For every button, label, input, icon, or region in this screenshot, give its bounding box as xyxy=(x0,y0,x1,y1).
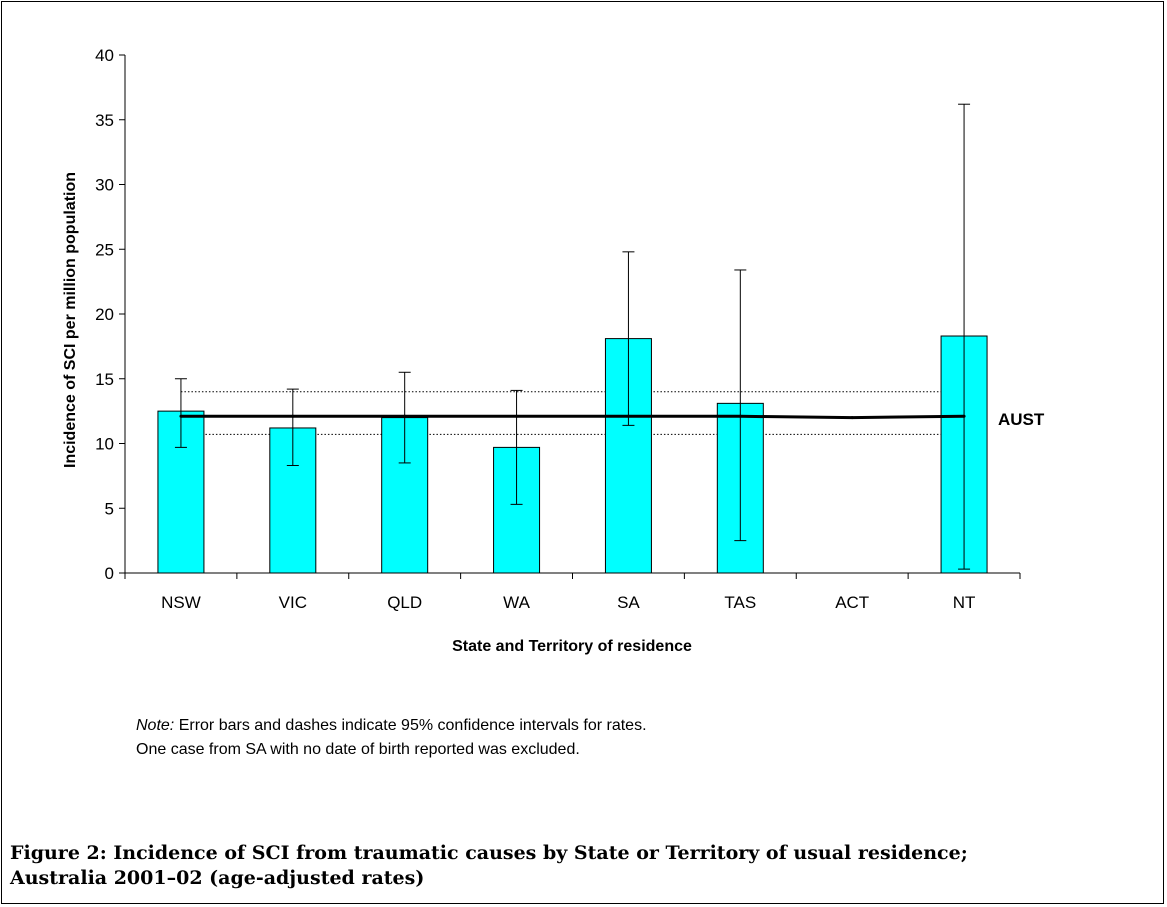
reference-line xyxy=(179,414,966,420)
note-label: Note: xyxy=(136,717,175,734)
x-tick-label-wa: WA xyxy=(503,593,530,612)
aust-point-qld xyxy=(403,414,407,418)
x-axis-title: State and Territory of residence xyxy=(452,638,692,655)
x-tick-label-vic: VIC xyxy=(279,593,307,612)
x-tick-label-qld: QLD xyxy=(387,593,422,612)
aust-point-act xyxy=(850,416,854,420)
caption-line-1: Figure 2: Incidence of SCI from traumati… xyxy=(10,842,968,864)
y-tick-label: 0 xyxy=(105,564,114,583)
figure-caption: Figure 2: Incidence of SCI from traumati… xyxy=(10,841,1150,891)
chart-note: Note: Error bars and dashes indicate 95%… xyxy=(136,714,647,762)
x-tick-label-nt: NT xyxy=(953,593,976,612)
x-tick-label-tas: TAS xyxy=(724,593,756,612)
chart-axes xyxy=(119,54,1021,579)
x-tick-label-sa: SA xyxy=(617,593,640,612)
bar-chart: 0 5 10 15 20 25 30 35 40 NSW VIC QLD WA SA TAS ACT NT In… xyxy=(62,46,1045,655)
y-tick-label: 20 xyxy=(95,305,114,324)
note-text-1: Error bars and dashes indicate 95% confi… xyxy=(178,717,647,734)
aust-reference-line xyxy=(180,414,965,420)
note-line-2: One case from SA with no date of birth r… xyxy=(136,741,580,758)
tick-labels: 0 5 10 15 20 25 30 35 40 NSW VIC QLD WA SA TAS ACT NT xyxy=(95,46,975,612)
y-tick-label: 40 xyxy=(95,46,114,65)
aust-point-sa xyxy=(626,414,630,418)
aust-point-wa xyxy=(515,414,519,418)
x-tick-label-nsw: NSW xyxy=(161,593,201,612)
caption-line-2: Australia 2001–02 (age-adjusted rates) xyxy=(10,867,425,889)
aust-point-vic xyxy=(291,414,295,418)
y-axis-title: Incidence of SCI per million population xyxy=(62,172,79,468)
aust-point-nt xyxy=(962,414,966,418)
aust-line-label: AUST xyxy=(998,410,1045,429)
y-tick-label: 30 xyxy=(95,176,114,195)
y-tick-label: 35 xyxy=(95,111,114,130)
x-tick-label-act: ACT xyxy=(835,593,869,612)
y-tick-label: 5 xyxy=(105,499,114,518)
y-tick-label: 10 xyxy=(95,435,114,454)
bars xyxy=(157,335,988,574)
aust-point-tas xyxy=(738,414,742,418)
y-tick-label: 25 xyxy=(95,240,114,259)
aust-point-nsw xyxy=(179,414,183,418)
note-line-1: Note: Error bars and dashes indicate 95%… xyxy=(136,714,647,738)
y-tick-label: 15 xyxy=(95,370,114,389)
